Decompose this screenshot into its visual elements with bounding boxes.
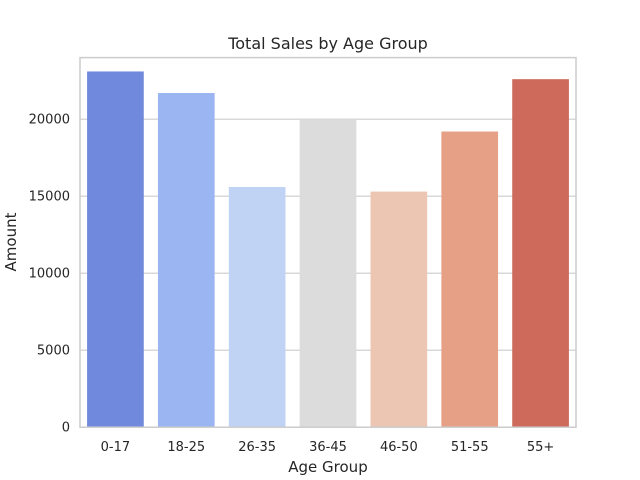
bar-51-55 <box>441 131 499 428</box>
x-tick-label: 26-35 <box>238 440 276 455</box>
bar-18-25 <box>157 93 215 428</box>
bar-26-35 <box>228 186 286 428</box>
x-tick-label: 36-45 <box>309 440 347 455</box>
x-tick-label: 51-55 <box>451 440 489 455</box>
x-tick-labels: 0-17 18-25 26-35 36-45 46-50 51-55 55+ <box>101 440 555 455</box>
bar-36-45 <box>299 119 357 428</box>
y-tick-labels: 0 5000 10000 15000 20000 <box>29 113 70 436</box>
y-tick-label: 10000 <box>29 267 70 282</box>
chart-title: Total Sales by Age Group <box>227 34 428 53</box>
y-tick-label: 15000 <box>29 190 70 205</box>
bar-46-50 <box>370 191 428 428</box>
x-tick-label: 46-50 <box>380 440 418 455</box>
bar-layer <box>87 71 569 428</box>
x-tick-label: 18-25 <box>167 440 205 455</box>
y-tick-label: 0 <box>62 421 70 436</box>
x-tick-label: 0-17 <box>101 440 131 455</box>
bar-55+ <box>512 79 569 428</box>
x-axis-label: Age Group <box>288 458 367 476</box>
x-tick-label: 55+ <box>527 440 554 455</box>
bar-0-17 <box>87 71 144 428</box>
y-axis-label: Amount <box>2 212 20 271</box>
y-tick-label: 20000 <box>29 113 70 128</box>
y-tick-label: 5000 <box>37 344 70 359</box>
plot-frame <box>79 56 577 428</box>
